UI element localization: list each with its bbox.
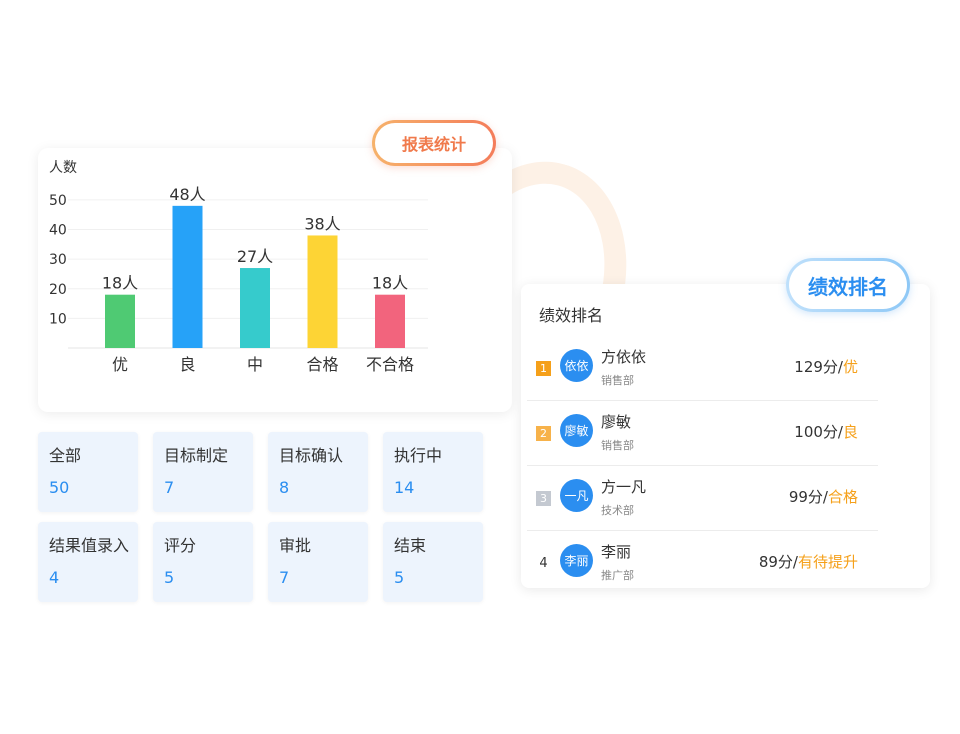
grade-label: 有待提升 (797, 553, 858, 571)
data-label: 18人 (372, 274, 408, 293)
avatar: 廖敏 (560, 414, 593, 447)
grade-label: 合格 (827, 488, 858, 506)
stat-label: 执行中 (394, 446, 443, 465)
data-label: 48人 (169, 185, 205, 204)
y-tick-label: 40 (49, 223, 67, 239)
person-name: 方一凡 (601, 478, 647, 496)
x-tick-label: 中 (247, 355, 263, 374)
stat-tile-all[interactable]: 全部 50 (38, 432, 138, 512)
stat-value: 5 (164, 568, 175, 587)
avatar: 李丽 (560, 544, 593, 577)
report-chart-card: 人数 10 20 30 40 50 18人优 48人良 27人中 38人合格 18人不合格 (38, 148, 512, 412)
y-tick-label: 10 (49, 311, 67, 327)
x-tick-label: 良 (179, 355, 195, 374)
ranking-title: 绩效排名 (539, 306, 604, 325)
stat-label: 全部 (49, 446, 82, 465)
score-value: 99分/ (788, 488, 828, 506)
person-name: 廖敏 (601, 413, 632, 431)
score-value: 100分/ (794, 423, 843, 441)
bar (375, 294, 405, 348)
stat-tile-in-progress[interactable]: 执行中 14 (383, 432, 483, 512)
person-name: 方依依 (601, 348, 647, 366)
bar (307, 235, 338, 348)
score: 99分/合格 (789, 486, 858, 507)
person-department: 销售部 (601, 439, 634, 452)
avatar: 依依 (560, 349, 593, 382)
ranking-row[interactable]: 4 李丽 李丽 推广部 89分/有待提升 (527, 531, 878, 595)
ranking-list: 1 依依 方依依 销售部 129分/优 2 廖敏 廖敏 销售部 100分/良 3… (527, 336, 878, 595)
stat-tile-finished[interactable]: 结束 5 (383, 522, 483, 602)
y-tick-label: 20 (49, 282, 67, 298)
stat-label: 目标确认 (279, 446, 344, 465)
x-tick-label: 不合格 (366, 355, 414, 374)
bar (105, 294, 135, 348)
grade-label: 良 (842, 423, 858, 441)
stat-value: 7 (164, 478, 175, 497)
y-tick-label: 30 (49, 252, 67, 268)
report-stats-badge: 报表统计 (372, 120, 496, 166)
stat-tile-approval[interactable]: 审批 7 (268, 522, 368, 602)
stat-label: 审批 (279, 536, 312, 555)
avatar: 一凡 (560, 479, 593, 512)
rank-number-badge: 3 (536, 491, 551, 506)
x-tick-label: 合格 (306, 355, 338, 374)
data-label: 27人 (237, 247, 273, 266)
person-name: 李丽 (601, 543, 632, 561)
ranking-badge: 绩效排名 (786, 258, 910, 312)
ranking-row[interactable]: 3 一凡 方一凡 技术部 99分/合格 (527, 466, 878, 531)
stat-value: 50 (49, 478, 70, 497)
x-tick-label: 优 (112, 355, 128, 374)
stat-value: 5 (394, 568, 405, 587)
stat-value: 4 (49, 568, 60, 587)
y-tick-label: 50 (49, 193, 67, 209)
grade-label: 优 (842, 358, 858, 376)
bar (172, 205, 203, 348)
stat-tile-goal-confirm[interactable]: 目标确认 8 (268, 432, 368, 512)
stat-tile-goal-setting[interactable]: 目标制定 7 (153, 432, 253, 512)
score: 100分/良 (794, 421, 858, 442)
stats-grid: 全部 50 目标制定 7 目标确认 8 执行中 14 结果值录入 4 评分 5 … (38, 432, 486, 602)
stat-tile-result-entry[interactable]: 结果值录入 4 (38, 522, 138, 602)
stat-label: 目标制定 (164, 446, 229, 465)
rank-number-badge: 1 (536, 361, 551, 376)
data-label: 38人 (304, 214, 340, 233)
stat-value: 14 (394, 478, 415, 497)
stat-tile-scoring[interactable]: 评分 5 (153, 522, 253, 602)
bar (240, 268, 270, 348)
stat-value: 7 (279, 568, 290, 587)
data-label: 18人 (102, 274, 138, 293)
score: 129分/优 (794, 356, 858, 377)
score-value: 89分/ (758, 553, 798, 571)
stat-label: 结果值录入 (49, 536, 130, 555)
rank-number-badge: 2 (536, 426, 551, 441)
person-department: 推广部 (601, 569, 634, 582)
score: 89分/有待提升 (759, 551, 858, 572)
stat-label: 结束 (394, 536, 427, 555)
ranking-card: 绩效排名 1 依依 方依依 销售部 129分/优 2 廖敏 廖敏 销售部 100… (521, 284, 930, 588)
stat-label: 评分 (164, 536, 197, 555)
ranking-badge-label: 绩效排名 (789, 261, 907, 309)
y-axis-label: 人数 (49, 160, 77, 176)
person-department: 销售部 (601, 374, 634, 387)
stat-value: 8 (279, 478, 290, 497)
rank-number: 4 (539, 556, 548, 571)
score-value: 129分/ (794, 358, 843, 376)
ranking-row[interactable]: 1 依依 方依依 销售部 129分/优 (527, 336, 878, 401)
ranking-row[interactable]: 2 廖敏 廖敏 销售部 100分/良 (527, 401, 878, 466)
report-stats-badge-label: 报表统计 (375, 123, 493, 163)
person-department: 技术部 (601, 504, 634, 517)
